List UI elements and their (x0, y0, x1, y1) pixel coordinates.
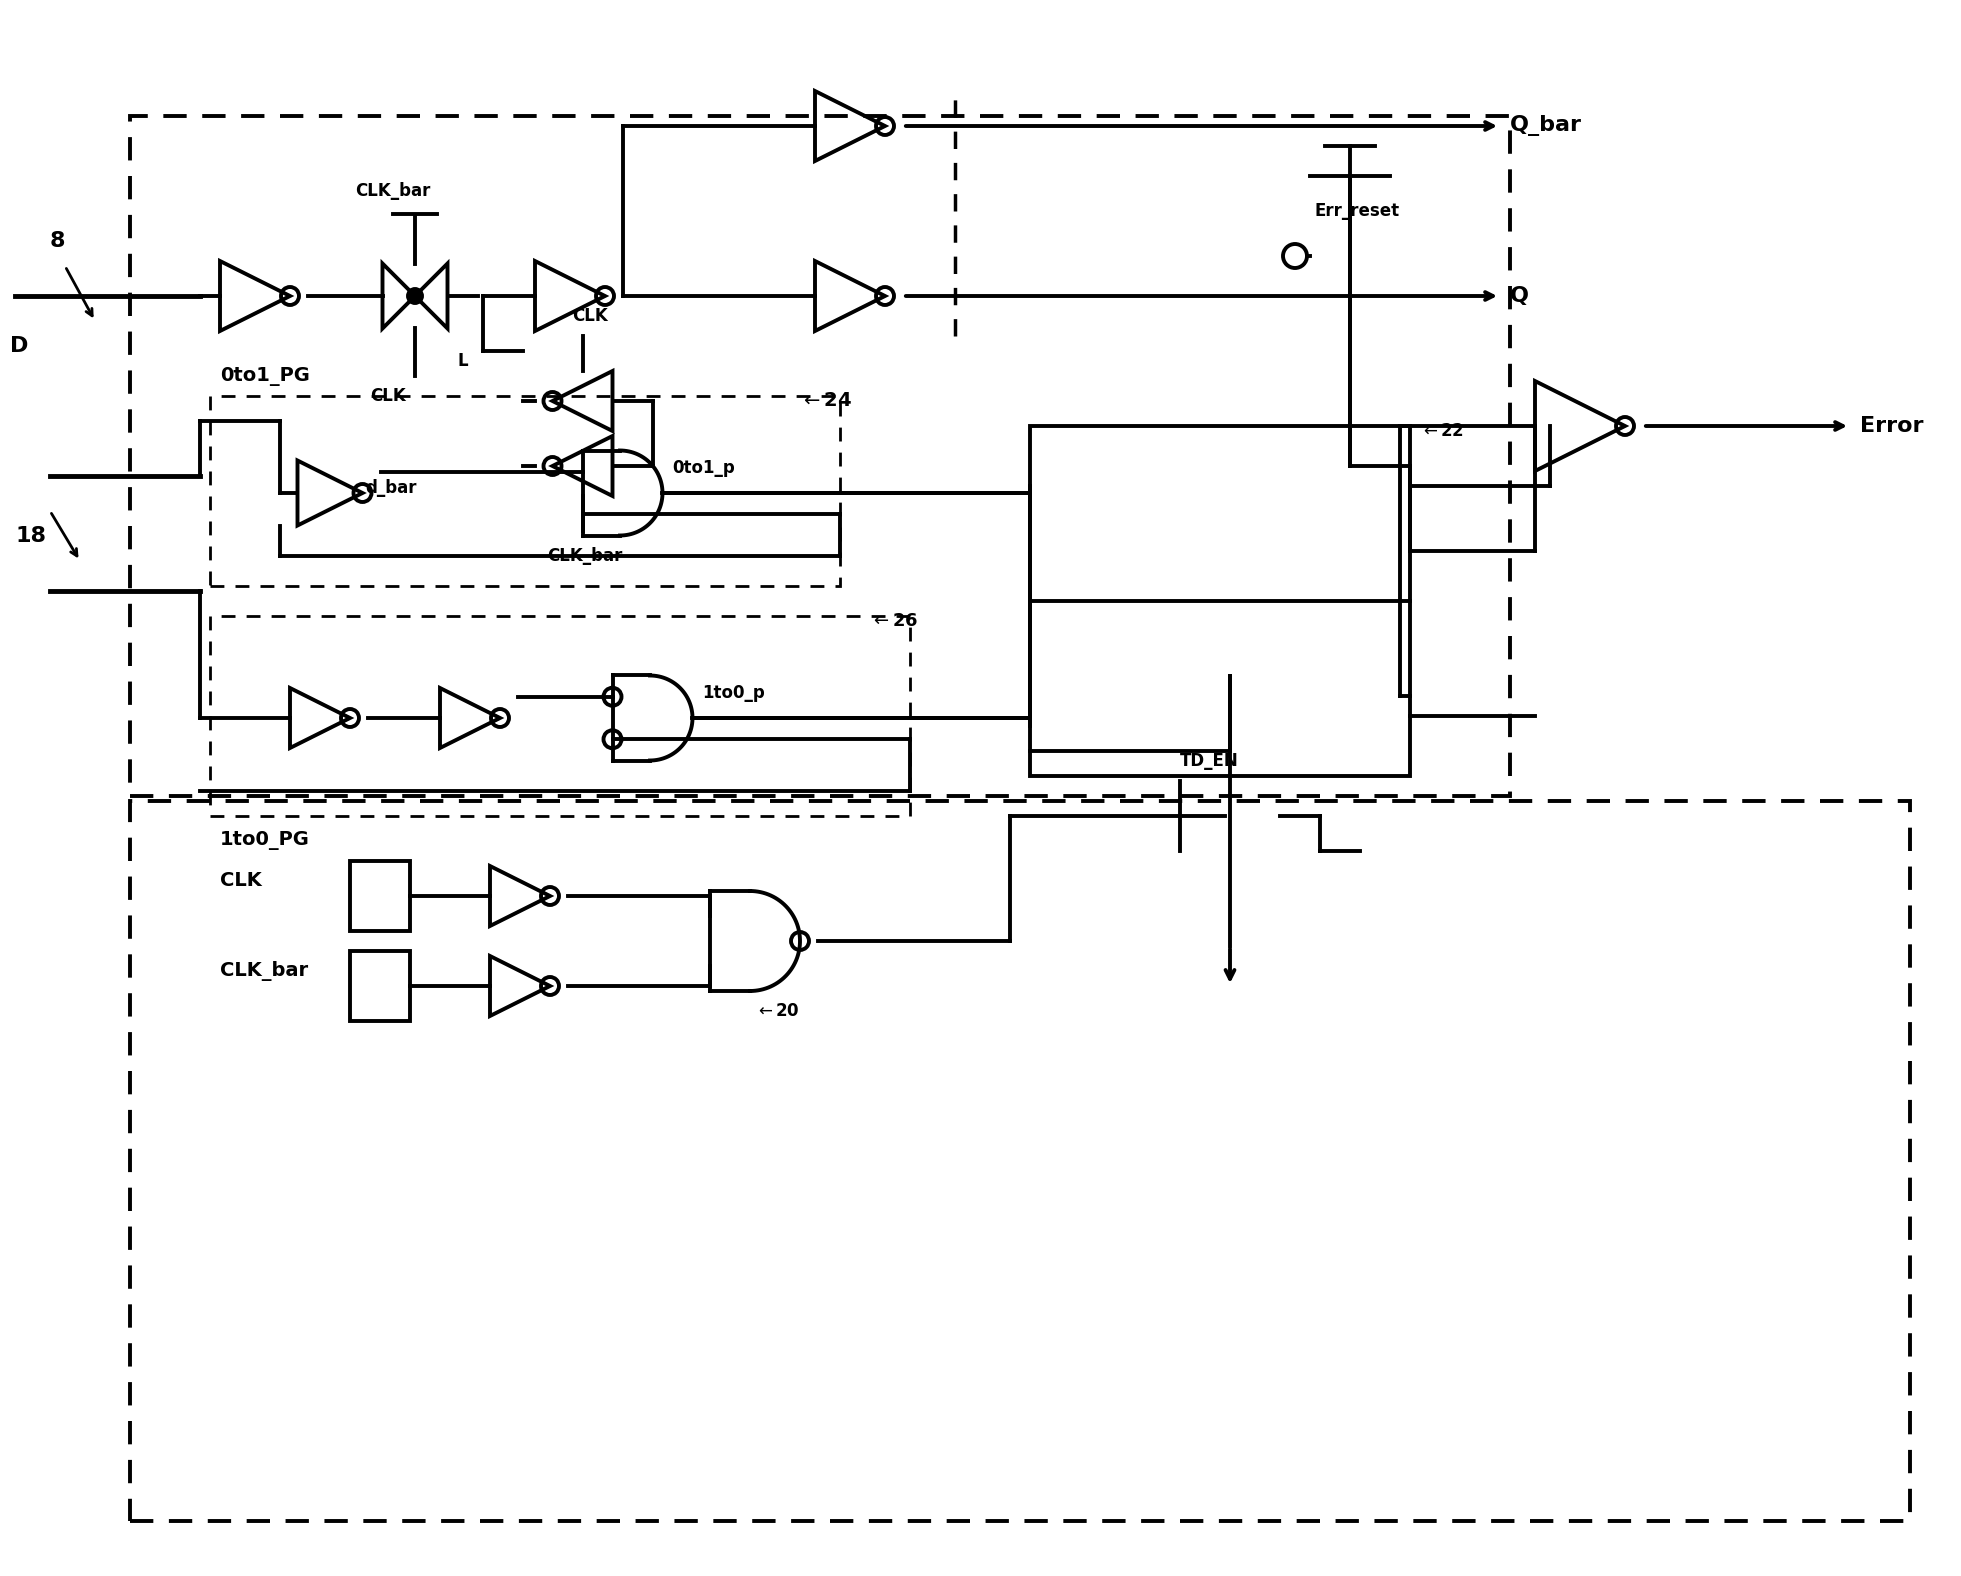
Text: L: L (457, 351, 469, 370)
Text: CLK: CLK (371, 388, 406, 405)
Text: $\leftarrow$24: $\leftarrow$24 (800, 391, 853, 410)
Bar (210, 396, 839, 586)
Bar (210, 616, 910, 816)
Text: CLK_bar: CLK_bar (220, 961, 308, 980)
Text: Q_bar: Q_bar (1510, 115, 1583, 137)
Text: 0to1_p: 0to1_p (673, 459, 735, 478)
Text: $\leftarrow$26: $\leftarrow$26 (871, 611, 918, 630)
Text: Q: Q (1510, 285, 1530, 306)
Text: 1to0_PG: 1to0_PG (220, 832, 310, 851)
Text: 1to0_p: 1to0_p (702, 684, 765, 701)
Text: TD_EN: TD_EN (1181, 752, 1239, 771)
Bar (1030, 426, 1410, 775)
Text: CLK: CLK (220, 872, 261, 890)
Text: $\leftarrow$22: $\leftarrow$22 (1420, 422, 1465, 440)
Text: CLK_bar: CLK_bar (547, 547, 624, 566)
Text: CLK: CLK (573, 307, 608, 325)
Text: 18: 18 (16, 526, 45, 545)
Bar (349, 860, 410, 931)
Text: 8: 8 (49, 232, 65, 251)
Text: Error: Error (1859, 416, 1924, 437)
Text: $\leftarrow$20: $\leftarrow$20 (755, 1002, 800, 1020)
Circle shape (408, 288, 422, 303)
Bar (129, 117, 1510, 796)
Bar (129, 801, 1910, 1521)
Text: d_bar: d_bar (365, 479, 416, 496)
Bar (349, 950, 410, 1021)
Text: Err_reset: Err_reset (1316, 202, 1400, 221)
Text: D: D (10, 336, 27, 356)
Text: 0to1_PG: 0to1_PG (220, 367, 310, 386)
Text: CLK_bar: CLK_bar (355, 181, 429, 200)
